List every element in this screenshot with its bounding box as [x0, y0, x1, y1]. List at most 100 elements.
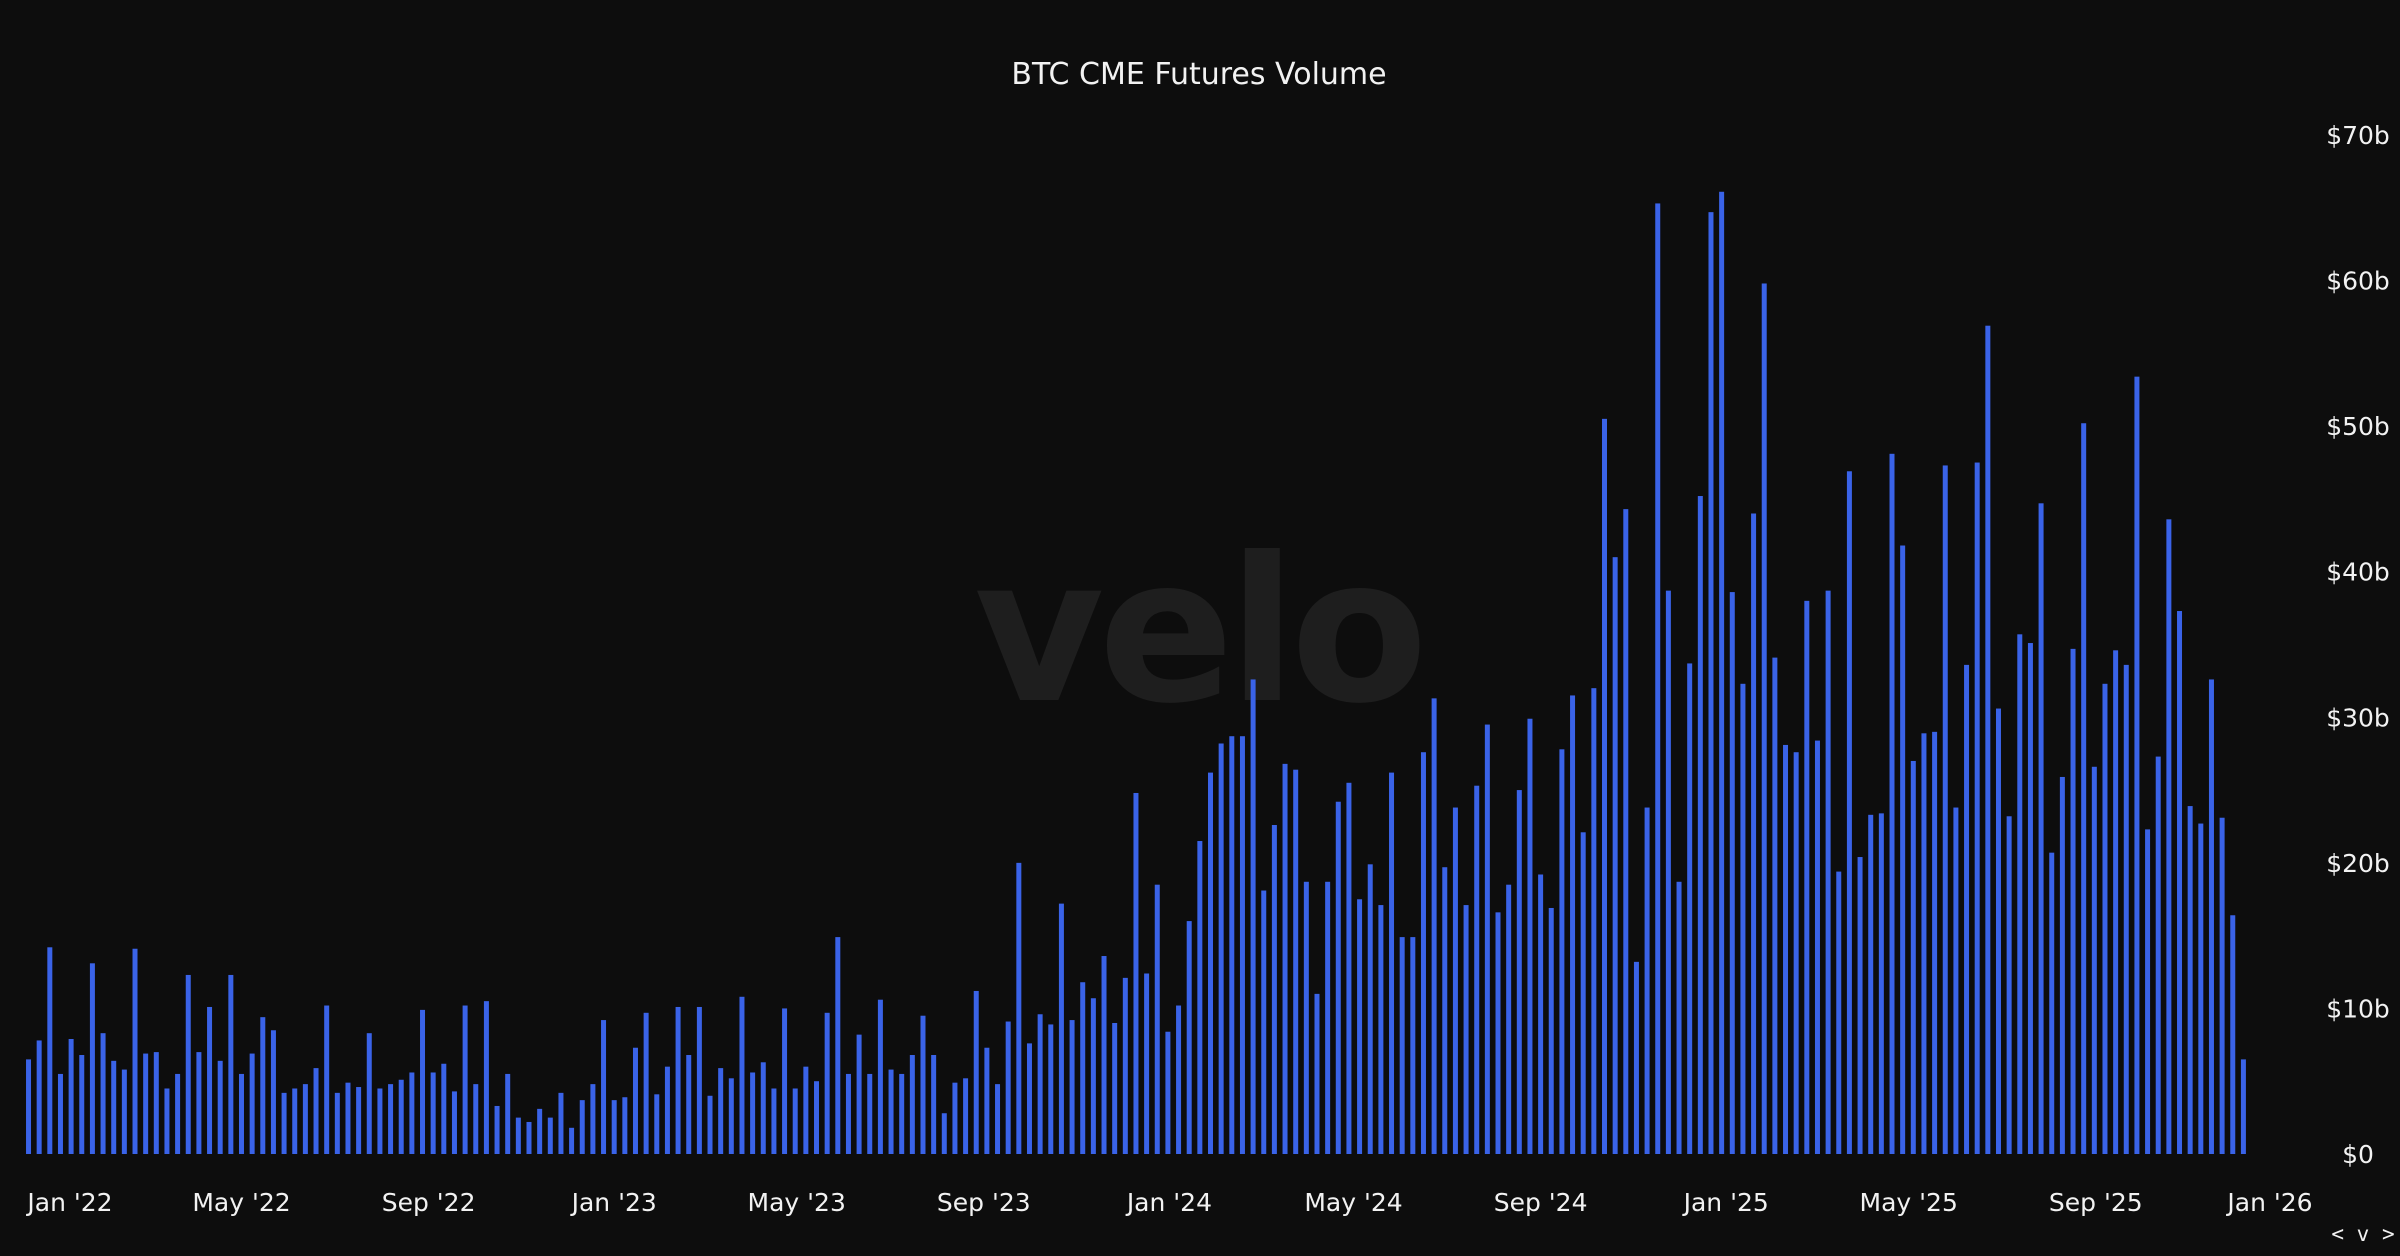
- bar[interactable]: [1314, 993, 1320, 1154]
- bar[interactable]: [1005, 1021, 1011, 1154]
- bar[interactable]: [590, 1084, 596, 1154]
- bar[interactable]: [2081, 423, 2087, 1155]
- bar[interactable]: [441, 1063, 447, 1154]
- bar[interactable]: [228, 974, 234, 1154]
- bar[interactable]: [451, 1091, 457, 1154]
- bar[interactable]: [1176, 1005, 1182, 1154]
- bar[interactable]: [1250, 679, 1256, 1154]
- bar[interactable]: [515, 1117, 521, 1154]
- bar[interactable]: [771, 1088, 777, 1154]
- bar[interactable]: [622, 1097, 628, 1154]
- bar[interactable]: [1367, 864, 1373, 1154]
- bar[interactable]: [1271, 825, 1277, 1154]
- bar[interactable]: [1708, 212, 1714, 1154]
- bar[interactable]: [1964, 664, 1970, 1154]
- bar[interactable]: [185, 974, 191, 1154]
- bar[interactable]: [686, 1055, 692, 1154]
- bar[interactable]: [1633, 961, 1639, 1154]
- bar[interactable]: [68, 1039, 74, 1154]
- bar[interactable]: [2049, 852, 2055, 1154]
- bar[interactable]: [2155, 756, 2161, 1154]
- bar[interactable]: [505, 1073, 511, 1154]
- bar[interactable]: [1261, 890, 1267, 1154]
- bar[interactable]: [2240, 1059, 2246, 1154]
- bar[interactable]: [1037, 1014, 1043, 1154]
- bar[interactable]: [143, 1053, 149, 1154]
- bar[interactable]: [377, 1088, 383, 1154]
- bar[interactable]: [1825, 590, 1831, 1154]
- bar[interactable]: [1857, 857, 1863, 1154]
- bar[interactable]: [281, 1092, 287, 1154]
- bar[interactable]: [984, 1047, 990, 1154]
- bar[interactable]: [1069, 1020, 1075, 1154]
- bar[interactable]: [2091, 766, 2097, 1154]
- bar[interactable]: [803, 1066, 809, 1154]
- bar[interactable]: [1676, 881, 1682, 1154]
- bar[interactable]: [89, 963, 95, 1154]
- bar[interactable]: [366, 1033, 372, 1154]
- bar[interactable]: [1655, 203, 1661, 1155]
- bar[interactable]: [207, 1006, 213, 1154]
- bar[interactable]: [792, 1088, 798, 1154]
- bar[interactable]: [675, 1006, 681, 1154]
- bar[interactable]: [824, 1012, 830, 1154]
- bar[interactable]: [473, 1084, 479, 1154]
- bar[interactable]: [1165, 1031, 1171, 1154]
- bar[interactable]: [398, 1079, 404, 1154]
- bar[interactable]: [1389, 772, 1395, 1154]
- bar[interactable]: [952, 1082, 958, 1154]
- bar[interactable]: [750, 1072, 756, 1154]
- bar[interactable]: [1974, 462, 1980, 1154]
- bar[interactable]: [1133, 792, 1139, 1154]
- bar[interactable]: [1442, 867, 1448, 1154]
- bar[interactable]: [963, 1078, 969, 1154]
- bar[interactable]: [760, 1062, 766, 1154]
- bar[interactable]: [26, 1059, 32, 1154]
- bar[interactable]: [2070, 648, 2076, 1154]
- bar[interactable]: [1420, 752, 1426, 1154]
- bar[interactable]: [1921, 733, 1927, 1154]
- bar[interactable]: [718, 1068, 724, 1154]
- bar[interactable]: [153, 1052, 159, 1154]
- bar[interactable]: [1506, 884, 1512, 1154]
- bar[interactable]: [1122, 977, 1128, 1154]
- bar[interactable]: [324, 1005, 330, 1154]
- bar[interactable]: [2230, 915, 2236, 1154]
- bar[interactable]: [728, 1078, 734, 1154]
- bar[interactable]: [1208, 772, 1213, 1154]
- bar[interactable]: [1293, 769, 1299, 1154]
- bar[interactable]: [1995, 708, 2001, 1154]
- bar[interactable]: [302, 1084, 308, 1154]
- bar[interactable]: [877, 999, 883, 1154]
- bar[interactable]: [1112, 1022, 1118, 1154]
- bar[interactable]: [632, 1047, 638, 1154]
- bar[interactable]: [334, 1092, 340, 1154]
- bar[interactable]: [1527, 718, 1533, 1154]
- bar[interactable]: [1538, 874, 1544, 1155]
- bar[interactable]: [1144, 973, 1150, 1154]
- bar[interactable]: [1623, 509, 1629, 1154]
- bar[interactable]: [1080, 982, 1086, 1154]
- bar[interactable]: [1783, 744, 1789, 1154]
- bar[interactable]: [1985, 325, 1991, 1154]
- bar[interactable]: [164, 1088, 170, 1154]
- bar[interactable]: [1516, 790, 1522, 1154]
- bar[interactable]: [175, 1073, 181, 1154]
- bar[interactable]: [57, 1073, 63, 1154]
- bar[interactable]: [1942, 465, 1948, 1154]
- bar[interactable]: [1846, 471, 1852, 1154]
- bar[interactable]: [2027, 643, 2033, 1154]
- bar[interactable]: [1495, 912, 1501, 1154]
- bar[interactable]: [1900, 545, 1906, 1154]
- bar[interactable]: [121, 1069, 127, 1154]
- bar[interactable]: [888, 1069, 894, 1154]
- bar[interactable]: [2102, 683, 2108, 1154]
- bar[interactable]: [1399, 937, 1405, 1154]
- bar[interactable]: [1889, 453, 1895, 1154]
- bar[interactable]: [2017, 634, 2023, 1154]
- bar[interactable]: [260, 1017, 266, 1154]
- bar[interactable]: [547, 1117, 553, 1154]
- bar[interactable]: [1186, 921, 1192, 1154]
- bar[interactable]: [1793, 752, 1799, 1154]
- bar[interactable]: [1740, 683, 1746, 1154]
